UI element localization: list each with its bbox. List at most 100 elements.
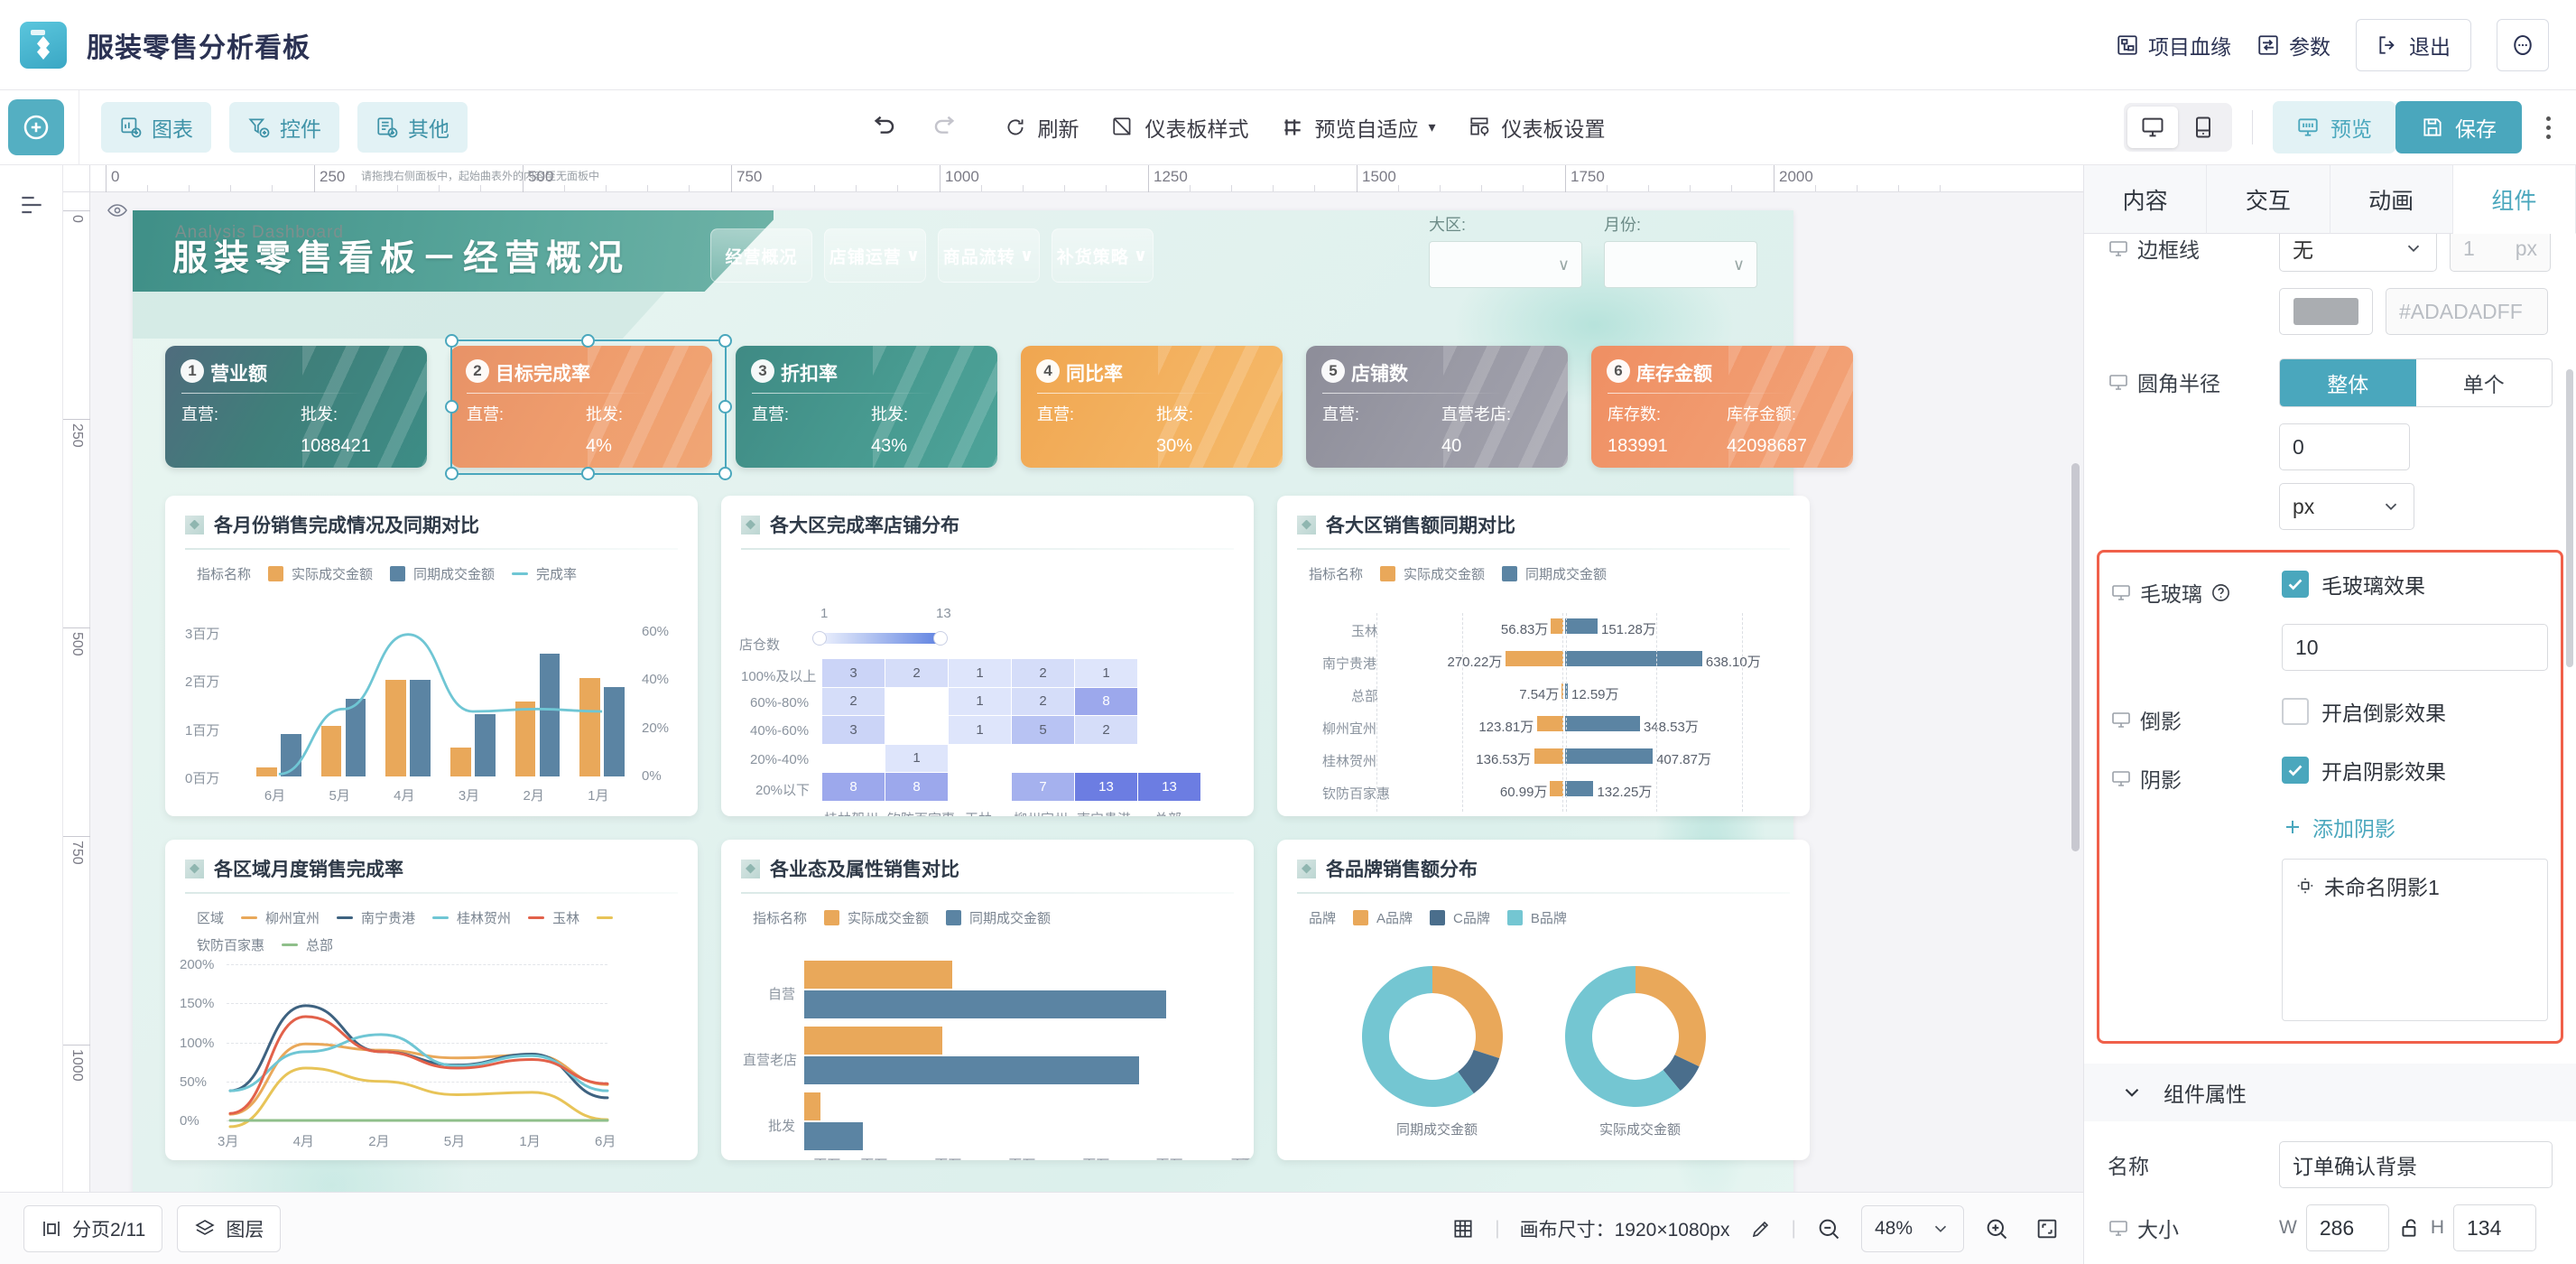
panel-scrollbar[interactable] xyxy=(2566,369,2573,667)
canvas-area[interactable]: 0 250 500 750 1000 1250 1500 1750 2000 0 250 500 75… xyxy=(63,165,2083,1264)
desktop-icon[interactable] xyxy=(2127,107,2178,148)
filter-month-select[interactable]: ∨ xyxy=(1604,241,1757,288)
ruler-corner xyxy=(63,165,90,192)
more-icon[interactable] xyxy=(2497,18,2549,71)
kpi-card-5[interactable]: 5 店铺数 直营: 直营老店: 40 xyxy=(1306,346,1568,468)
shadow-checkbox[interactable] xyxy=(2282,757,2309,784)
dashboard-style-button[interactable]: 仪表板样式 xyxy=(1111,112,1248,143)
project-lineage-button[interactable]: 项目血缘 xyxy=(2116,30,2231,60)
heatmap-cell: 2 xyxy=(1075,716,1137,744)
toolbar-more-icon[interactable] xyxy=(2534,116,2562,139)
panel-body[interactable]: 边框线 无 1 px xyxy=(2084,234,2576,1264)
shadow-list[interactable]: 未命名阴影1 xyxy=(2282,859,2548,1021)
frosted-value-input[interactable]: 10 xyxy=(2282,624,2548,671)
nav-item-1[interactable]: 店铺运营 ∨ xyxy=(824,228,926,283)
add-control-chip[interactable]: 控件 xyxy=(229,102,339,153)
preview-button[interactable]: 预览 xyxy=(2273,101,2395,153)
add-other-chip[interactable]: 其他 xyxy=(357,102,468,153)
add-icon[interactable] xyxy=(8,99,64,155)
outline-panel-icon[interactable] xyxy=(0,178,63,232)
canvas-stage[interactable]: 服装零售看板－经营概况 Analysis Dashboard 经营概况 店铺运营… xyxy=(90,192,2083,1264)
kpi-card-3[interactable]: 3 折扣率 直营: 批发: 43% xyxy=(736,346,997,468)
unlock-icon[interactable] xyxy=(2398,1216,2422,1240)
border-color-input[interactable]: #ADADADFF xyxy=(2386,288,2548,335)
card-divider xyxy=(741,548,1234,550)
color-scale-handle[interactable] xyxy=(812,631,827,646)
axis-tick-label: 2月 xyxy=(523,788,544,804)
zoom-out-icon[interactable] xyxy=(1816,1216,1841,1241)
bar xyxy=(1565,716,1640,731)
preview-fit-button[interactable]: 预览自适应 ▾ xyxy=(1281,112,1436,143)
add-shadow-button[interactable]: 添加阴影 xyxy=(2282,812,2395,842)
chevron-down-icon xyxy=(2120,1081,2144,1104)
properties-panel: 内容 交互 动画 组件 边框线 无 xyxy=(2083,165,2576,1264)
chart-card-brand-distribution[interactable]: 各品牌销售额分布 品牌 A品牌 C品牌 B品牌 同期成交金额 实际成交金额 xyxy=(1277,840,1810,1160)
kpi-card-1[interactable]: 1 营业额 直营: 批发: 1088421 xyxy=(165,346,427,468)
tab-content[interactable]: 内容 xyxy=(2084,165,2208,234)
kpi-value-2: 40 xyxy=(1441,436,1462,456)
tab-animation[interactable]: 动画 xyxy=(2330,165,2453,234)
exit-button[interactable]: 退出 xyxy=(2356,18,2471,71)
nav-item-2[interactable]: 商品流转 ∨ xyxy=(938,228,1040,283)
grid-icon[interactable] xyxy=(1451,1217,1475,1241)
nav-item-3[interactable]: 补货策略 ∨ xyxy=(1052,228,1154,283)
canvas-vscrollbar[interactable] xyxy=(2071,463,2080,851)
refresh-button[interactable]: 刷新 xyxy=(1004,112,1079,143)
color-scale-handle[interactable] xyxy=(933,631,948,646)
shadow-label: 阴影 xyxy=(2110,755,2282,794)
radius-unit-select[interactable]: px xyxy=(2279,483,2414,530)
eye-icon[interactable] xyxy=(107,200,128,221)
kpi-card-4[interactable]: 4 同比率 直营: 批发: 30% xyxy=(1021,346,1283,468)
list-item[interactable]: 未命名阴影1 xyxy=(2295,870,2534,901)
chart-plot: 同期成交金额 实际成交金额 xyxy=(1277,926,1810,1160)
dashboard-settings-button[interactable]: 仪表板设置 xyxy=(1469,112,1606,143)
save-button[interactable]: 保存 xyxy=(2395,101,2522,153)
kpi-name: 目标完成率 xyxy=(496,364,590,385)
tab-interaction[interactable]: 交互 xyxy=(2207,165,2330,234)
undo-icon[interactable] xyxy=(866,112,897,143)
filter-region-select[interactable]: ∨ xyxy=(1429,241,1582,288)
border-style-select[interactable]: 无 xyxy=(2279,234,2437,272)
zoom-in-icon[interactable] xyxy=(1984,1216,2009,1241)
dashboard-page[interactable]: 服装零售看板－经营概况 Analysis Dashboard 经营概况 店铺运营… xyxy=(133,210,1853,1264)
device-switch[interactable] xyxy=(2124,103,2232,152)
fit-screen-icon[interactable] xyxy=(2034,1216,2060,1241)
radius-mode-switch[interactable]: 整体 单个 xyxy=(2279,358,2553,407)
chevron-down-icon xyxy=(1931,1219,1951,1239)
parameter-button[interactable]: 参数 xyxy=(2256,30,2330,60)
move-handle-icon xyxy=(2295,876,2315,896)
axis-tick-label: 150% xyxy=(180,996,215,1012)
chart-card-region-heatmap[interactable]: 各大区完成率店铺分布 店仓数 1 13 100%及以上 60%-80% 40%-60% 20… xyxy=(721,496,1254,816)
kpi-card-2[interactable]: 2 目标完成率 直营: 批发: 4% xyxy=(450,346,712,468)
component-props-accordion[interactable]: 组件属性 xyxy=(2084,1064,2576,1121)
add-chart-chip[interactable]: 图表 xyxy=(101,102,211,153)
reflection-checkbox[interactable] xyxy=(2282,698,2309,725)
border-width-input[interactable]: 1 px xyxy=(2450,234,2551,272)
page-nav-button[interactable]: 分页2/11 xyxy=(23,1204,163,1252)
chart-card-monthly-sales[interactable]: 各月份销售完成情况及同期对比 指标名称 实际成交金额 同期成交金额 完成率 0百… xyxy=(165,496,698,816)
layers-button[interactable]: 图层 xyxy=(177,1204,282,1252)
chart-card-region-monthly-rate[interactable]: 各区域月度销售完成率 区域 柳州宜州 南宁贵港 桂林贺州 玉林 钦防百家惠 总部 0% 50%… xyxy=(165,840,698,1160)
zoom-select[interactable]: 48% xyxy=(1860,1204,1964,1252)
dashboard-nav: 经营概况 店铺运营 ∨ 商品流转 ∨ 补货策略 ∨ xyxy=(710,228,1154,283)
kpi-label-1: 直营: xyxy=(181,405,219,423)
frosted-checkbox[interactable] xyxy=(2282,571,2309,598)
mobile-icon[interactable] xyxy=(2178,107,2229,148)
pencil-icon[interactable] xyxy=(1750,1218,1772,1240)
border-color-swatch[interactable] xyxy=(2279,288,2373,335)
kpi-card-6[interactable]: 6 库存金额 库存数: 库存金额: 183991 42098687 xyxy=(1591,346,1853,468)
width-input[interactable]: 286 xyxy=(2305,1204,2389,1251)
chart-card-region-compare[interactable]: 各大区销售额同期对比 指标名称 实际成交金额 同期成交金额 玉林 56.83万 15… xyxy=(1277,496,1810,816)
gridline xyxy=(1562,613,1563,812)
radius-value-input[interactable]: 0 xyxy=(2279,423,2410,470)
axis-tick-label: 151.28万 xyxy=(1601,622,1656,637)
nav-item-0[interactable]: 经营概况 xyxy=(710,228,812,283)
height-input[interactable]: 134 xyxy=(2453,1204,2536,1251)
component-name-input[interactable]: 订单确认背景 xyxy=(2279,1141,2553,1188)
tab-component[interactable]: 组件 xyxy=(2452,165,2576,234)
radius-mode-all[interactable]: 整体 xyxy=(2280,359,2416,406)
radius-mode-single[interactable]: 单个 xyxy=(2462,373,2505,396)
help-icon[interactable] xyxy=(2210,582,2231,603)
redo-icon[interactable] xyxy=(931,112,962,143)
